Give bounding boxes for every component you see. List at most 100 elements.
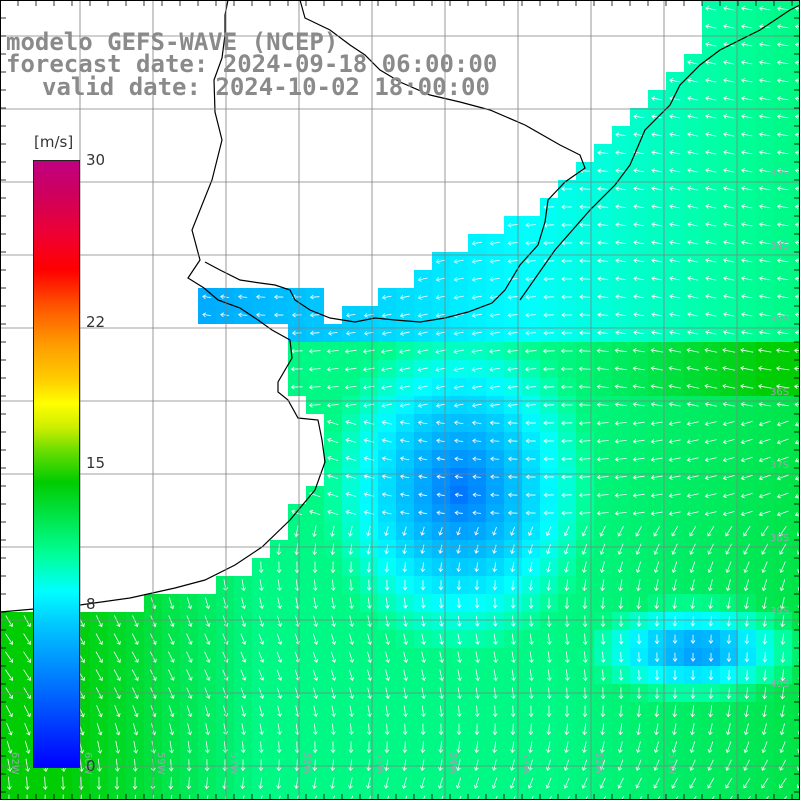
wind-arrow bbox=[489, 240, 500, 246]
latitude-label: 35S bbox=[770, 314, 789, 325]
wind-arrow bbox=[525, 330, 536, 336]
wind-arrow bbox=[507, 258, 518, 264]
latitude-label: 38S bbox=[770, 533, 789, 544]
wind-arrow bbox=[744, 597, 749, 610]
wind-arrow bbox=[561, 456, 573, 462]
wind-arrow bbox=[277, 579, 282, 592]
wind-arrow bbox=[779, 543, 787, 555]
wind-arrow bbox=[240, 759, 246, 772]
wind-arrow bbox=[417, 277, 428, 282]
wind-arrow bbox=[438, 526, 443, 536]
wind-arrow bbox=[385, 705, 390, 718]
wind-arrow bbox=[204, 615, 211, 628]
wind-arrow bbox=[417, 367, 429, 372]
wind-arrow bbox=[327, 419, 339, 426]
wind-arrow bbox=[615, 132, 627, 138]
longitude-label: 60W bbox=[82, 752, 93, 775]
wind-arrow bbox=[722, 383, 736, 389]
wind-arrow bbox=[456, 580, 462, 591]
wind-arrow bbox=[776, 330, 789, 335]
wind-arrow bbox=[614, 492, 627, 498]
wind-arrow bbox=[723, 294, 735, 299]
wind-arrow bbox=[633, 114, 645, 119]
wind-arrow bbox=[618, 615, 624, 628]
wind-arrow bbox=[384, 562, 390, 573]
wind-arrow bbox=[563, 759, 570, 771]
wind-arrow bbox=[762, 705, 767, 718]
wind-arrow bbox=[741, 150, 753, 155]
wind-arrow bbox=[689, 759, 696, 771]
wind-arrow bbox=[547, 651, 552, 664]
wind-arrow bbox=[687, 312, 699, 317]
wind-arrow bbox=[776, 384, 790, 389]
wind-arrow bbox=[472, 474, 481, 480]
wind-arrow bbox=[651, 114, 663, 119]
wind-arrow bbox=[582, 579, 587, 592]
wind-arrow bbox=[384, 544, 389, 555]
wind-arrow bbox=[615, 330, 627, 336]
wind-arrow bbox=[599, 759, 606, 771]
longitude-label: 51W bbox=[666, 752, 677, 775]
wind-arrow bbox=[725, 741, 732, 754]
longitude-label: 56W bbox=[301, 752, 312, 775]
wind-arrow bbox=[294, 741, 300, 754]
wind-arrow bbox=[705, 96, 717, 101]
wind-arrow bbox=[453, 403, 464, 408]
wind-arrow bbox=[113, 669, 121, 681]
wind-arrow bbox=[740, 492, 753, 499]
wind-arrow bbox=[543, 456, 554, 462]
wind-arrow bbox=[776, 510, 789, 517]
wind-arrow bbox=[168, 759, 174, 772]
wind-arrow bbox=[741, 96, 753, 101]
wind-arrow bbox=[131, 669, 139, 681]
wind-arrow bbox=[543, 204, 554, 210]
wind-arrow bbox=[776, 42, 789, 47]
wind-arrow bbox=[507, 510, 518, 516]
wind-arrow bbox=[740, 402, 753, 407]
wind-arrow bbox=[456, 705, 462, 718]
wind-arrow bbox=[599, 561, 605, 574]
wind-arrow bbox=[794, 422, 800, 427]
wind-arrow bbox=[330, 777, 335, 790]
wind-arrow bbox=[668, 421, 681, 426]
wind-arrow bbox=[708, 652, 714, 662]
wind-arrow bbox=[453, 295, 464, 300]
wind-arrow bbox=[657, 795, 661, 800]
wind-arrow bbox=[385, 669, 391, 681]
wind-arrow bbox=[741, 258, 753, 263]
wind-arrow bbox=[744, 705, 749, 718]
wind-arrow bbox=[723, 312, 735, 317]
wind-arrow bbox=[169, 741, 174, 754]
wind-arrow bbox=[705, 60, 717, 65]
wind-arrow bbox=[776, 402, 789, 407]
wind-arrow bbox=[381, 385, 393, 390]
wind-arrow bbox=[204, 633, 211, 645]
wind-arrow bbox=[418, 456, 428, 462]
wind-arrow bbox=[596, 348, 609, 354]
wind-arrow bbox=[794, 330, 800, 336]
wind-arrow bbox=[615, 204, 627, 210]
wind-arrow bbox=[454, 492, 463, 498]
wind-arrow bbox=[672, 579, 677, 592]
wind-arrow bbox=[794, 96, 800, 102]
wind-cell bbox=[594, 792, 612, 800]
wind-arrow bbox=[705, 240, 717, 245]
wind-cell bbox=[522, 792, 540, 800]
wind-arrow bbox=[707, 525, 715, 537]
wind-arrow bbox=[168, 651, 175, 663]
wind-arrow bbox=[794, 384, 800, 389]
wind-arrow bbox=[690, 634, 696, 644]
wind-arrow bbox=[456, 723, 462, 736]
colorbar bbox=[33, 160, 80, 768]
wind-arrow bbox=[312, 741, 318, 754]
wind-arrow bbox=[635, 741, 641, 754]
wind-arrow bbox=[794, 42, 800, 48]
wind-arrow bbox=[744, 615, 750, 627]
wind-arrow bbox=[367, 633, 373, 645]
wind-arrow bbox=[597, 312, 609, 318]
wind-cell bbox=[540, 792, 558, 800]
wind-cell bbox=[792, 756, 800, 774]
coastline-brazil bbox=[519, 4, 800, 301]
wind-cell bbox=[630, 792, 648, 800]
wind-arrow bbox=[277, 723, 282, 736]
